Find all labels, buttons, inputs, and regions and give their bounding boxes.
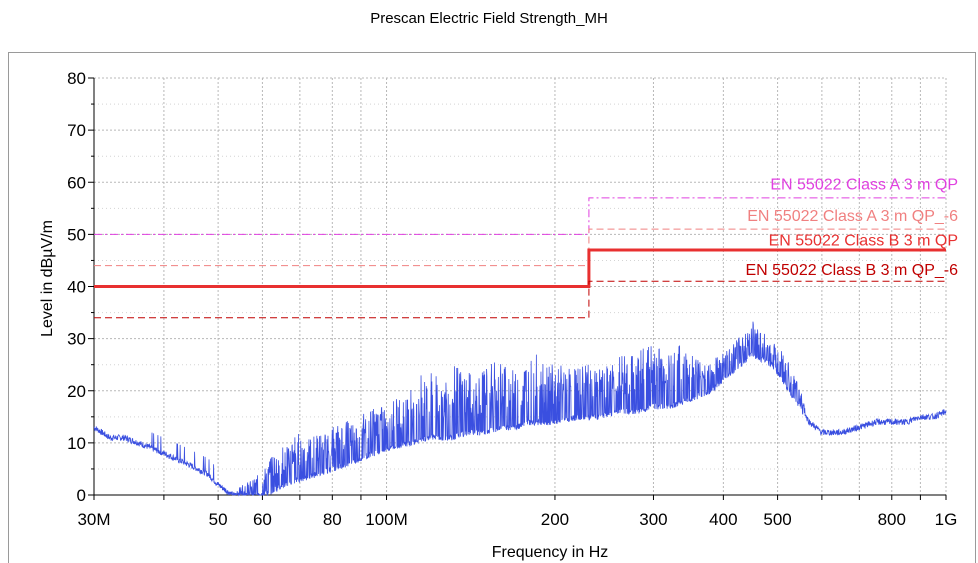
x-tick-label: 50	[209, 510, 228, 529]
y-tick-label: 0	[77, 486, 86, 505]
x-tick-label: 800	[878, 510, 906, 529]
y-tick-label: 40	[67, 278, 86, 297]
y-tick-label: 70	[67, 121, 86, 140]
plot-frame	[8, 52, 976, 563]
x-tick-label: 300	[639, 510, 667, 529]
x-tick-label: 80	[323, 510, 342, 529]
limit-line-2	[94, 228, 946, 267]
limit-line-3	[94, 248, 946, 288]
limit-label-4: EN 55022 Class B 3 m QP_-6	[745, 262, 958, 279]
y-axis-label: Level in dBµV/m	[39, 220, 56, 337]
y-tick-label: 20	[67, 382, 86, 401]
measured-trace	[93, 321, 947, 497]
limit-line-4	[94, 280, 946, 319]
x-tick-label: 30M	[77, 510, 110, 529]
limit-label-3: EN 55022 Class B 3 m QP	[769, 232, 958, 249]
x-tick-label: 60	[253, 510, 272, 529]
y-tick-label: 80	[67, 69, 86, 88]
y-tick-label: 30	[67, 330, 86, 349]
limit-label-2: EN 55022 Class A 3 m QP_-6	[747, 208, 958, 225]
y-tick-label: 50	[67, 225, 86, 244]
x-tick-label: 400	[709, 510, 737, 529]
limit-label-1: EN 55022 Class A 3 m QP	[770, 177, 958, 194]
x-axis-label: Frequency in Hz	[492, 544, 609, 561]
y-tick-label: 60	[67, 173, 86, 192]
x-tick-label: 200	[541, 510, 569, 529]
chart-title: Prescan Electric Field Strength_MH	[370, 10, 608, 27]
x-tick-label: 500	[763, 510, 791, 529]
limit-line-1	[94, 197, 946, 235]
y-tick-label: 10	[67, 434, 86, 453]
x-tick-label: 1G	[935, 510, 958, 529]
x-tick-label: 100M	[365, 510, 408, 529]
